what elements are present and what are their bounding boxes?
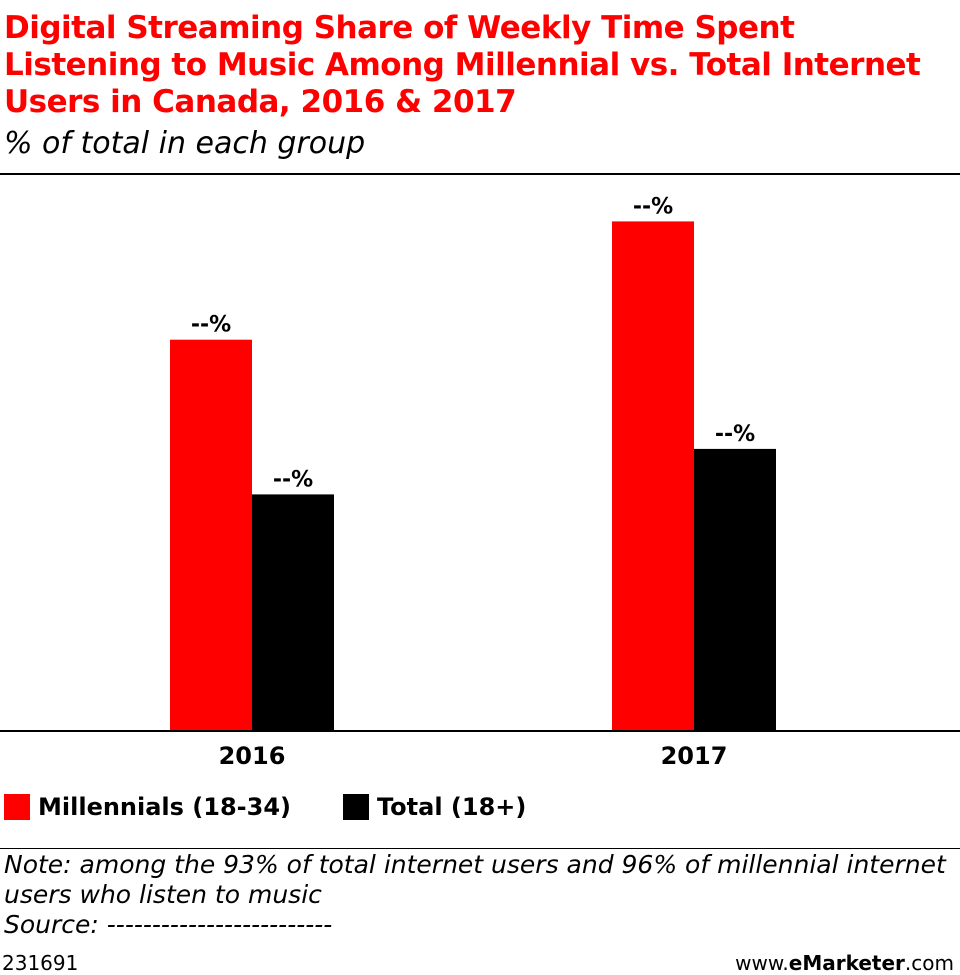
data-label-total-2016: --% [273, 467, 313, 492]
bar-total-2016 [252, 494, 334, 731]
data-label-total-2017: --% [715, 422, 755, 447]
bar-total-2017 [694, 448, 776, 731]
legend-item-millennials: Millennials (18-34) [4, 793, 291, 821]
legend-label-millennials: Millennials (18-34) [38, 793, 291, 821]
footer: 231691 www.eMarketer.com [0, 952, 960, 975]
note-line-1: Note: among the 93% of total internet us… [4, 850, 946, 879]
legend-item-total: Total (18+) [343, 793, 526, 821]
chart-note: Note: among the 93% of total internet us… [4, 850, 956, 940]
bar-millennials-2017 [612, 221, 694, 731]
brand-suffix: .com [904, 951, 954, 975]
note-rule [0, 848, 960, 849]
legend-label-total: Total (18+) [377, 793, 527, 821]
brand-prefix: www. [735, 951, 789, 975]
chart-id: 231691 [2, 951, 79, 975]
brand-name: eMarketer [788, 951, 905, 975]
chart-title: Digital Streaming Share of Weekly Time S… [4, 10, 921, 120]
note-line-2: users who listen to music [4, 880, 322, 909]
source-line: Source: ------------------------- [4, 910, 333, 939]
data-label-millennials-2017: --% [633, 194, 673, 219]
bar-chart: --% --% 2016 --% --% 2017 [0, 194, 960, 770]
legend-swatch-millennials [4, 794, 30, 820]
x-tick-label-2017: 2017 [661, 742, 728, 770]
brand-link[interactable]: www.eMarketer.com [735, 952, 954, 975]
chart-legend: Millennials (18-34) Total (18+) [4, 790, 578, 824]
legend-swatch-total [343, 794, 369, 820]
x-tick-label-2016: 2016 [219, 742, 286, 770]
chart-subtitle: % of total in each group [4, 126, 366, 161]
data-label-millennials-2016: --% [191, 313, 231, 338]
top-rule [0, 173, 960, 175]
bar-millennials-2016 [170, 339, 252, 731]
